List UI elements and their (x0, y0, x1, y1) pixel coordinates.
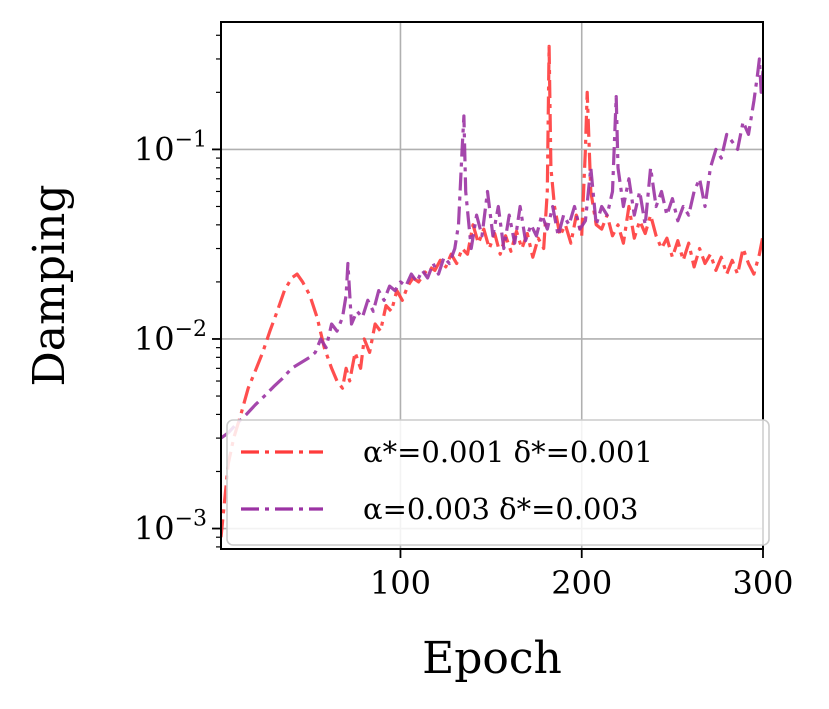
y-tick-exponent: −3 (175, 507, 207, 532)
x-axis-ticks: 100 200 300 (370, 549, 794, 602)
legend-entry-label: α=0.003 δ*=0.003 (363, 492, 638, 526)
legend-entry-label: α*=0.001 δ*=0.001 (363, 435, 653, 469)
y-tick-base: 10 (134, 320, 175, 358)
y-tick-label: 10−1 (134, 127, 207, 168)
series-line-1 (221, 44, 763, 538)
plot-area (221, 44, 763, 538)
plot-frame (220, 21, 764, 550)
legend-box (226, 419, 770, 546)
y-axis-ticks: 10−310−210−1 (134, 34, 221, 548)
y-tick-exponent: −2 (175, 317, 207, 342)
legend: α*=0.001 δ*=0.001 α=0.003 δ*=0.003 (226, 419, 770, 546)
y-tick-base: 10 (134, 510, 175, 548)
y-tick-label: 10−3 (134, 507, 207, 548)
x-tick-label: 100 (370, 564, 431, 602)
y-axis-label: Damping (24, 185, 75, 387)
series-line-2 (221, 57, 763, 440)
y-tick-base: 10 (134, 130, 175, 168)
x-tick-label: 200 (551, 564, 612, 602)
x-axis-label: Epoch (422, 633, 562, 684)
y-tick-label: 10−2 (134, 317, 207, 358)
y-tick-exponent: −1 (175, 127, 207, 152)
series-layer (221, 44, 763, 538)
x-tick-label: 300 (732, 564, 793, 602)
